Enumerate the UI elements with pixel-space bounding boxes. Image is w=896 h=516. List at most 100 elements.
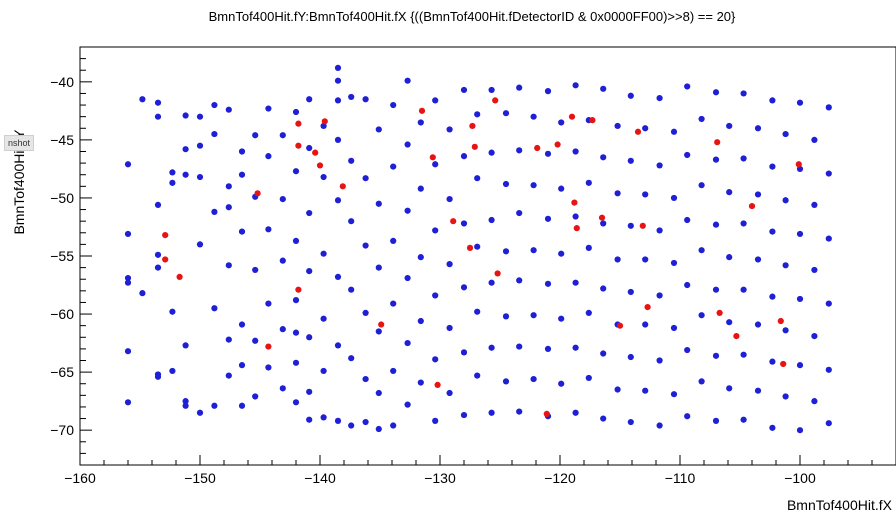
blue-data-point: [252, 132, 259, 139]
blue-data-point: [502, 180, 510, 188]
blue-data-point: [684, 151, 691, 159]
blue-data-point: [544, 345, 552, 352]
blue-data-point: [348, 355, 355, 362]
blue-data-point: [530, 312, 537, 319]
blue-data-point: [238, 228, 246, 235]
red-data-point: [316, 162, 324, 169]
blue-data-point: [417, 379, 424, 386]
blue-data-point: [348, 93, 355, 101]
blue-data-point: [265, 300, 272, 307]
red-data-point: [777, 317, 784, 325]
blue-data-point: [154, 264, 162, 271]
blue-data-point: [169, 179, 176, 186]
blue-data-point: [446, 261, 453, 268]
blue-data-point: [825, 420, 832, 427]
blue-data-point: [642, 191, 649, 198]
blue-data-point: [585, 179, 592, 186]
blue-data-point: [404, 339, 411, 347]
blue-data-point: [614, 122, 621, 130]
blue-data-point: [740, 220, 747, 227]
blue-data-point: [362, 375, 369, 383]
blue-data-point: [446, 324, 453, 332]
blue-data-point: [558, 250, 565, 257]
blue-data-point: [712, 417, 720, 424]
blue-data-point: [698, 312, 705, 319]
red-data-point: [429, 154, 436, 161]
blue-data-point: [488, 86, 495, 94]
red-data-point: [418, 107, 426, 114]
blue-data-point: [432, 356, 439, 363]
blue-data-point: [238, 148, 246, 155]
blue-data-point: [417, 254, 424, 261]
blue-data-point: [225, 204, 232, 211]
blue-data-point: [572, 148, 579, 155]
blue-data-point: [306, 209, 313, 217]
blue-data-point: [320, 173, 327, 181]
blue-data-point: [362, 242, 369, 249]
blue-data-point: [488, 344, 495, 351]
blue-data-point: [572, 82, 579, 89]
blue-data-point: [292, 237, 300, 245]
blue-data-point: [265, 105, 272, 112]
red-data-point: [471, 143, 478, 150]
blue-data-point: [796, 165, 804, 173]
blue-data-point: [796, 295, 804, 303]
blue-data-point: [211, 130, 218, 138]
red-data-point: [780, 360, 787, 368]
blue-data-point: [334, 342, 342, 349]
blue-data-point: [825, 300, 832, 307]
blue-data-point: [169, 169, 176, 176]
blue-data-point: [225, 372, 232, 379]
blue-data-point: [432, 227, 439, 234]
blue-data-point: [292, 359, 300, 366]
blue-data-point: [124, 279, 132, 286]
blue-data-point: [375, 126, 382, 133]
blue-data-point: [265, 153, 272, 160]
blue-data-point: [225, 106, 232, 113]
blue-data-point: [656, 357, 663, 364]
blue-data-point: [375, 328, 382, 335]
blue-data-point: [572, 279, 579, 286]
blue-data-point: [627, 92, 634, 99]
blue-data-point: [404, 274, 411, 282]
blue-data-point: [811, 398, 818, 405]
blue-data-point: [334, 77, 342, 84]
red-data-point: [339, 183, 346, 190]
blue-data-point: [684, 346, 691, 354]
blue-data-point: [375, 389, 382, 397]
blue-data-point: [320, 414, 327, 421]
blue-data-point: [320, 250, 327, 257]
blue-data-point: [712, 286, 720, 293]
blue-data-point: [182, 146, 189, 153]
blue-data-point: [488, 279, 495, 286]
blue-data-point: [334, 64, 342, 71]
blue-data-point: [627, 288, 634, 296]
red-data-point: [492, 97, 499, 104]
blue-data-point: [446, 389, 453, 397]
blue-data-point: [417, 317, 424, 325]
blue-data-point: [139, 96, 146, 103]
red-data-point: [312, 149, 319, 156]
blue-data-point: [684, 413, 691, 420]
blue-data-point: [544, 150, 552, 157]
blue-data-point: [124, 274, 132, 282]
blue-data-point: [698, 115, 705, 123]
blue-data-point: [627, 353, 634, 361]
y-tick-label: −45: [50, 132, 74, 148]
blue-data-point: [154, 373, 162, 380]
blue-data-point: [252, 393, 259, 400]
red-data-point: [795, 161, 802, 168]
blue-data-point: [825, 170, 832, 177]
blue-data-point: [754, 256, 762, 263]
blue-data-point: [614, 190, 621, 197]
red-data-point: [378, 321, 385, 328]
blue-data-point: [460, 220, 468, 227]
blue-data-point: [642, 256, 649, 263]
x-axis-label: BmnTof400Hit.fX: [787, 497, 893, 513]
blue-data-point: [754, 321, 762, 328]
blue-data-point: [154, 99, 162, 106]
x-tick-label: −100: [784, 470, 816, 486]
blue-data-point: [238, 171, 246, 178]
blue-data-point: [196, 241, 204, 248]
blue-data-point: [238, 321, 246, 328]
